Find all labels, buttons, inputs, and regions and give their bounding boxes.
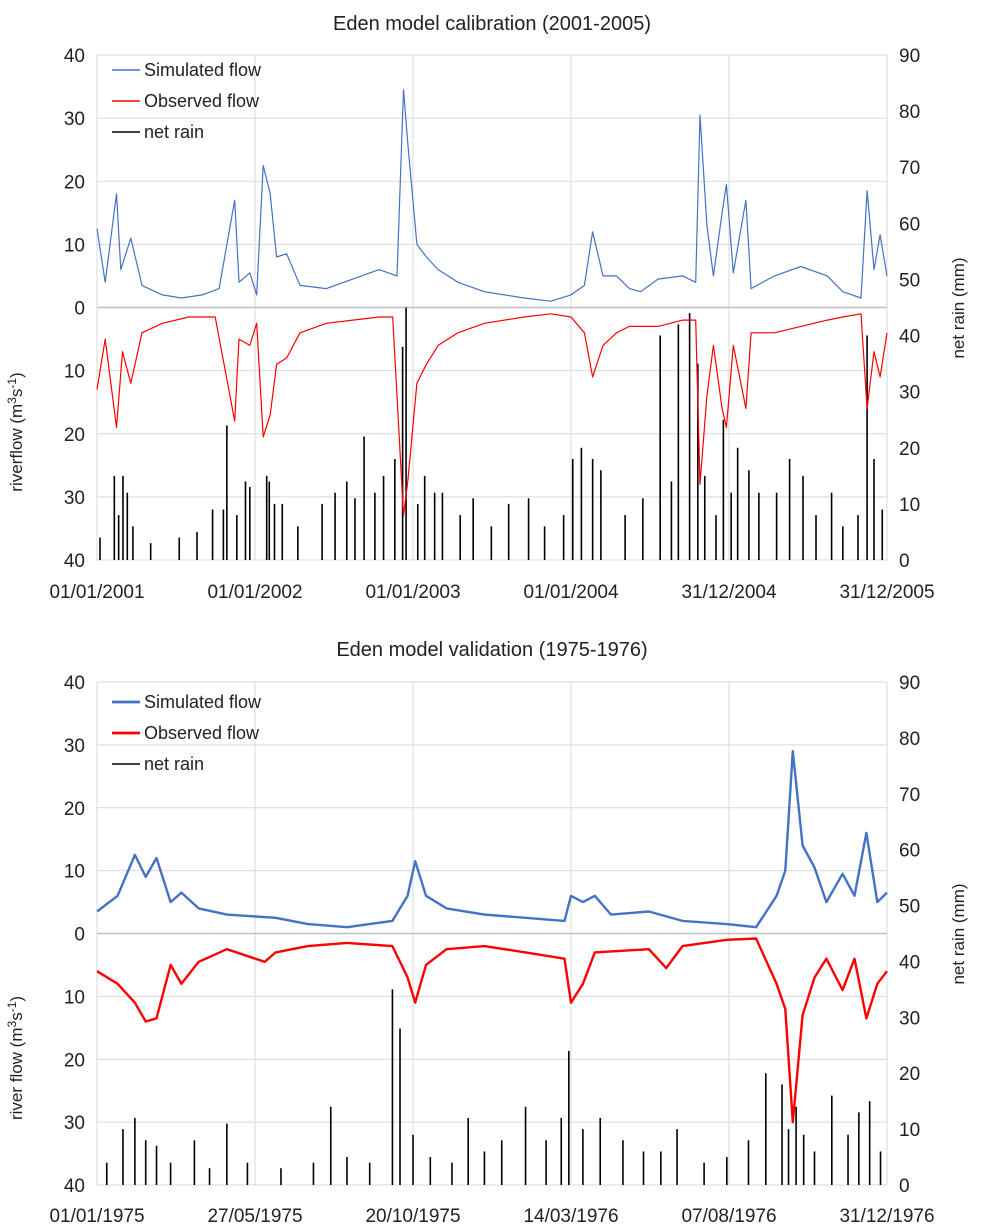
legend-label: Simulated flow xyxy=(144,692,262,712)
y-left-tick: 20 xyxy=(64,172,85,193)
y-left-axis-label: river flow (m3s-1) xyxy=(5,996,26,1120)
observed-flow-series xyxy=(96,313,888,517)
legend: Simulated flow Observed flow net rain xyxy=(112,692,262,774)
y-left-tick: 0 xyxy=(74,925,85,946)
y-left-tick: 40 xyxy=(64,46,85,67)
y-right-axis-label: net rain (mm) xyxy=(949,257,968,358)
y-left-tick-labels: 40 30 20 10 0 10 20 30 40 xyxy=(64,46,85,572)
x-tick: 01/01/2001 xyxy=(49,582,144,603)
y-left-tick: 0 xyxy=(74,299,85,320)
net-rain-series xyxy=(105,989,882,1185)
x-tick: 31/12/1976 xyxy=(839,1206,934,1227)
y-left-axis-label: riverflow (m3s-1) xyxy=(5,372,26,491)
y-left-tick: 30 xyxy=(64,109,85,130)
legend-label: net rain xyxy=(144,122,204,142)
x-tick: 01/01/2003 xyxy=(365,582,460,603)
y-right-tick: 20 xyxy=(899,439,920,460)
y-right-tick: 80 xyxy=(899,102,920,123)
y-right-tick: 50 xyxy=(899,897,920,918)
y-left-tick-labels: 40 30 20 10 0 10 20 30 40 xyxy=(64,673,85,1197)
observed-flow-line xyxy=(96,313,888,517)
x-tick: 07/08/1976 xyxy=(681,1206,776,1227)
observed-flow-line xyxy=(96,937,888,1124)
x-tick: 31/12/2005 xyxy=(839,582,934,603)
y-right-tick: 20 xyxy=(899,1064,920,1085)
y-right-tick: 50 xyxy=(899,270,920,291)
y-left-tick: 10 xyxy=(64,362,85,383)
y-right-tick: 90 xyxy=(899,673,920,694)
x-tick: 20/10/1975 xyxy=(365,1206,460,1227)
legend-label: Observed flow xyxy=(144,91,260,111)
x-tick: 01/01/2004 xyxy=(523,582,619,603)
y-left-tick: 30 xyxy=(64,736,85,757)
y-left-tick: 20 xyxy=(64,799,85,820)
y-left-tick: 10 xyxy=(64,235,85,256)
legend: Simulated flow Observed flow net rain xyxy=(112,60,262,142)
y-right-tick: 0 xyxy=(899,551,910,572)
legend-label: Observed flow xyxy=(144,723,260,743)
x-tick: 27/05/1975 xyxy=(207,1206,302,1227)
y-right-tick: 70 xyxy=(899,785,920,806)
gridlines xyxy=(96,681,888,1186)
y-right-tick: 90 xyxy=(899,46,920,67)
y-right-tick: 40 xyxy=(899,952,920,973)
y-right-tick: 60 xyxy=(899,214,920,235)
simulated-flow-line xyxy=(96,750,888,929)
x-tick: 01/01/2002 xyxy=(207,582,302,603)
y-left-tick: 10 xyxy=(64,862,85,883)
legend-label: Simulated flow xyxy=(144,60,262,80)
calibration-chart: Eden model calibration (2001-2005) 40 30 2… xyxy=(5,13,968,603)
x-tick: 31/12/2004 xyxy=(681,582,777,603)
y-right-tick: 30 xyxy=(899,1008,920,1029)
y-left-tick: 40 xyxy=(64,1176,85,1197)
y-right-tick: 10 xyxy=(899,495,920,516)
net-rain-series xyxy=(99,307,884,560)
simulated-flow-line xyxy=(96,89,888,302)
simulated-flow-series xyxy=(96,89,888,302)
y-left-tick: 30 xyxy=(64,488,85,509)
y-right-tick: 40 xyxy=(899,327,920,348)
y-left-tick: 10 xyxy=(64,987,85,1008)
y-right-axis-label: net rain (mm) xyxy=(949,883,968,984)
x-tick: 14/03/1976 xyxy=(523,1206,618,1227)
chart-title: Eden model validation (1975-1976) xyxy=(336,639,647,661)
y-left-tick: 40 xyxy=(64,551,85,572)
y-left-tick: 20 xyxy=(64,1050,85,1071)
x-tick-labels: 01/01/2001 01/01/2002 01/01/2003 01/01/2004… xyxy=(49,582,934,603)
x-tick-labels: 01/01/1975 27/05/1975 20/10/1975 14/03/1976… xyxy=(49,1206,934,1227)
validation-chart: Eden model validation (1975-1976) 40 30 20… xyxy=(5,639,968,1227)
chart-title: Eden model calibration (2001-2005) xyxy=(333,13,651,35)
observed-flow-series xyxy=(96,937,888,1124)
simulated-flow-series xyxy=(96,750,888,929)
y-right-tick: 60 xyxy=(899,841,920,862)
y-right-tick: 80 xyxy=(899,729,920,750)
y-right-tick: 30 xyxy=(899,383,920,404)
y-left-tick: 30 xyxy=(64,1113,85,1134)
y-right-tick-labels: 90 80 70 60 50 40 30 20 10 0 xyxy=(899,46,920,572)
y-right-tick: 70 xyxy=(899,158,920,179)
legend-label: net rain xyxy=(144,754,204,774)
y-left-tick: 20 xyxy=(64,425,85,446)
y-right-tick: 0 xyxy=(899,1176,910,1197)
x-tick: 01/01/1975 xyxy=(49,1206,144,1227)
y-right-tick-labels: 90 80 70 60 50 40 30 20 10 0 xyxy=(899,673,920,1197)
y-right-tick: 10 xyxy=(899,1120,920,1141)
y-left-tick: 40 xyxy=(64,673,85,694)
